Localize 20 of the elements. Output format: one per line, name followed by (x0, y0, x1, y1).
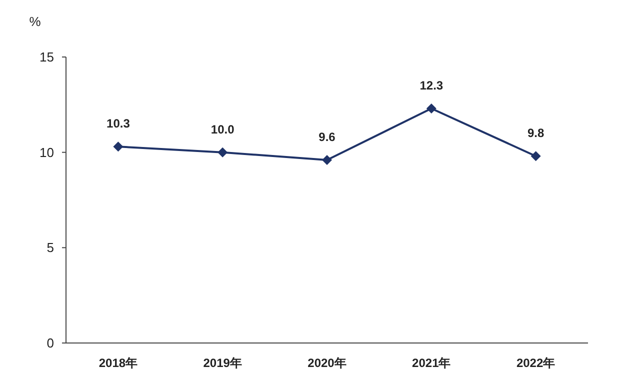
y-tick-label: 10 (40, 144, 54, 160)
x-tick-label: 2020年 (308, 356, 346, 370)
point (530, 151, 541, 162)
text: 10.3 (106, 116, 130, 131)
text: 9.8 (527, 126, 544, 140)
point (322, 154, 332, 165)
y-axis-title: % (29, 14, 42, 29)
point (426, 103, 436, 114)
y-tick-label: 0 (46, 336, 54, 351)
y-tick-label: 15 (40, 50, 54, 65)
point (113, 142, 124, 152)
point (218, 147, 228, 158)
x-tick-label: 2018年 (98, 356, 138, 370)
x-tick-label: 2019年 (203, 356, 242, 370)
x-tick-label: 2022年 (516, 356, 556, 370)
x-tick-label: 2021年 (412, 356, 451, 370)
text: 10.0 (210, 122, 234, 136)
y-tick-label: 5 (46, 240, 54, 256)
text: 9.6 (318, 130, 336, 144)
text: 12.3 (420, 78, 444, 92)
